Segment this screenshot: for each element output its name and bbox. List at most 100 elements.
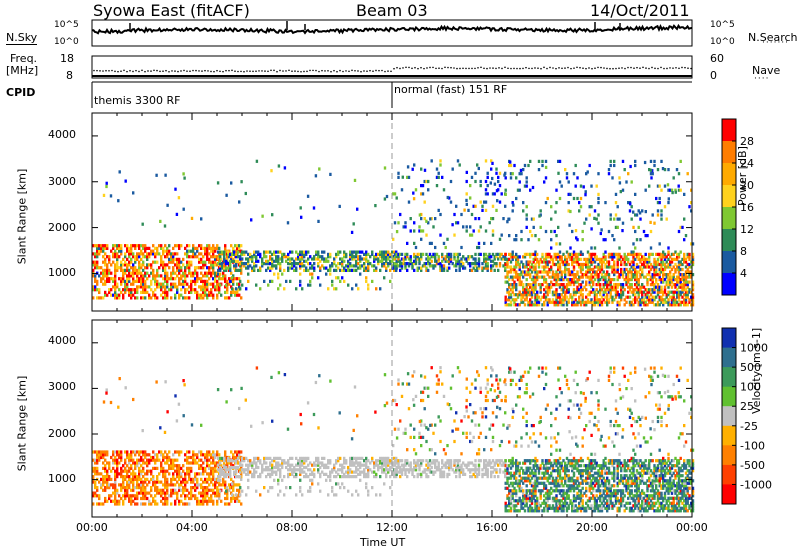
power-cell [194,246,197,250]
power-cell [270,169,273,173]
power-cell [446,259,449,263]
velocity-cell [212,483,215,487]
power-cell [162,266,165,270]
velocity-cell [335,459,338,463]
power-cell [180,268,183,272]
power-cell [658,252,661,256]
power-cell [218,285,221,289]
power-cell [649,293,653,297]
power-cell [188,285,191,289]
power-cell [543,280,546,284]
velocity-cell [325,463,328,467]
power-cell [554,210,557,214]
velocity-cell [168,483,171,487]
power-cell [564,257,567,261]
velocity-cell [347,465,350,470]
power-cell [146,290,149,294]
power-cell [283,255,286,259]
velocity-cell [329,475,332,479]
power-cell [539,257,542,261]
power-cell [618,255,621,259]
velocity-cell [182,477,185,481]
x-tick-4: 16:00 [476,521,508,534]
power-cell [150,279,153,283]
power-cell [511,201,514,205]
power-cell [625,295,628,299]
velocity-cell [200,472,203,476]
power-cell [641,293,644,297]
power-cell [154,274,157,278]
velocity-cell [104,464,107,468]
velocity-cell [108,477,111,481]
power-cell [534,280,537,284]
velocity-cell [170,491,173,495]
velocity-cell [285,461,288,465]
velocity-cell [144,494,147,498]
power-cell [202,296,205,300]
power-cell [541,159,544,163]
velocity-cell [206,455,209,460]
power-cell [323,266,326,270]
velocity-cell [180,450,183,454]
power-cell [529,275,532,279]
velocity-cell [162,488,165,492]
power-cell [522,300,525,304]
power-cell [676,255,679,259]
power-cell [611,176,614,180]
power-cell [190,263,193,267]
power-cell [178,268,181,272]
power-cell [192,255,195,259]
power-cell [679,293,682,297]
velocity-cell [144,450,147,454]
power-cell [225,193,228,197]
power-cell [456,221,460,225]
power-cell [430,159,433,163]
velocity-cell [301,463,304,467]
power-cell [534,257,537,261]
power-cell [632,252,635,256]
velocity-cell [138,466,141,470]
velocity-cell [420,423,423,427]
power-cell [546,270,549,274]
velocity-cell [232,486,235,490]
power-cell [495,189,499,193]
power-cell [548,290,551,294]
velocity-cell [204,491,207,495]
power-cell [295,257,298,261]
power-cell [525,262,528,267]
power-cell [690,273,693,277]
power-cell [407,200,411,204]
power-cell [98,290,101,294]
power-cell [523,265,527,269]
power-cell [592,290,595,294]
velocity-cell [351,493,354,497]
velocity-cell [351,456,354,460]
velocity-cell [140,469,143,473]
velocity-cell [126,491,129,495]
velocity-cell [112,483,115,487]
power-cell [544,257,548,261]
velocity-cell [420,398,423,403]
velocity-cell [224,450,227,454]
power-cell [389,279,392,283]
velocity-cell [428,448,432,452]
power-cell [597,257,600,261]
power-cell [375,255,378,259]
power-cell [122,293,125,297]
power-cell [339,279,342,283]
power-cell [688,273,691,277]
power-cell [206,293,209,297]
power-cell [600,303,604,307]
power-cell [638,211,642,215]
power-cell [532,275,535,279]
velocity-cell [333,493,336,497]
power-cell [555,242,558,246]
power-cell [406,241,409,245]
velocity-cell [134,486,137,490]
velocity-cell [212,458,215,462]
power-cell [488,255,491,259]
power-cell [602,252,605,256]
power-cell [611,252,614,256]
power-cell [484,208,488,212]
power-cell [239,264,242,268]
